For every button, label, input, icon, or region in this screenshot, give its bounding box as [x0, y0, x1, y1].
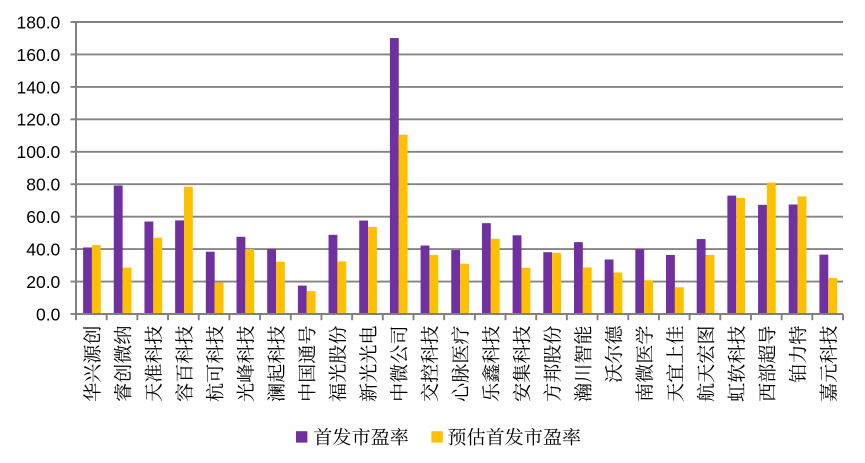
svg-text:0.0: 0.0 [36, 304, 61, 324]
svg-text:20.0: 20.0 [26, 272, 60, 292]
svg-text:160.0: 160.0 [17, 45, 61, 65]
svg-text:180.0: 180.0 [17, 12, 61, 32]
svg-text:40.0: 40.0 [26, 240, 60, 260]
svg-text:80.0: 80.0 [26, 175, 60, 195]
svg-text:120.0: 120.0 [17, 110, 61, 130]
svg-text:140.0: 140.0 [17, 77, 61, 97]
svg-text:60.0: 60.0 [26, 207, 60, 227]
svg-text:100.0: 100.0 [17, 142, 61, 162]
